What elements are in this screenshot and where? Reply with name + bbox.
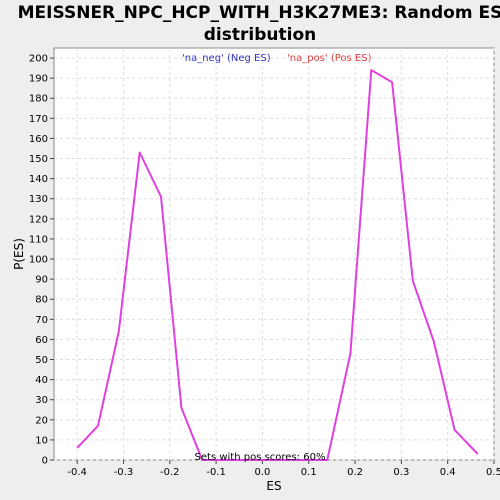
y-tick-label: 200 xyxy=(29,54,48,65)
y-tick-label: 10 xyxy=(35,435,48,446)
y-tick-label: 0 xyxy=(42,456,48,467)
series-line xyxy=(76,69,479,461)
x-tick-label: -0.4 xyxy=(67,467,87,478)
pos-scores-annotation: Sets with pos scores: 60% xyxy=(195,452,326,463)
chart-title-line2: distribution xyxy=(204,25,316,45)
y-tick-label: 100 xyxy=(29,255,48,266)
grid-lines xyxy=(54,48,495,461)
y-tick-label: 50 xyxy=(35,355,48,366)
y-tick-label: 90 xyxy=(35,275,48,286)
y-tick-label: 140 xyxy=(29,174,48,185)
y-tick-label: 130 xyxy=(29,194,48,205)
legend-pos: 'na_pos' (Pos ES) xyxy=(287,53,372,64)
x-tick-label: 0.2 xyxy=(347,467,363,478)
x-tick-label: -0.1 xyxy=(206,467,226,478)
y-tick-label: 70 xyxy=(35,315,48,326)
y-tick-label: 60 xyxy=(35,335,48,346)
y-tick-label: 180 xyxy=(29,94,48,105)
y-axis-label: P(ES) xyxy=(12,238,26,270)
x-tick-label: -0.2 xyxy=(160,467,180,478)
x-tick-label: -0.3 xyxy=(114,467,134,478)
y-tick-label: 120 xyxy=(29,214,48,225)
y-tick-label: 160 xyxy=(29,134,48,145)
x-tick-label: 0.5 xyxy=(486,467,500,478)
y-tick-label: 40 xyxy=(35,375,48,386)
y-tick-label: 30 xyxy=(35,395,48,406)
x-tick-label: 0.4 xyxy=(440,467,456,478)
legend-neg: 'na_neg' (Neg ES) xyxy=(182,53,271,64)
chart-title-line1: MEISSNER_NPC_HCP_WITH_H3K27ME3: Random E… xyxy=(18,3,500,23)
x-tick-label: 0.1 xyxy=(301,467,317,478)
y-tick-label: 20 xyxy=(35,415,48,426)
x-axis-label: ES xyxy=(266,479,281,493)
y-tick-label: 190 xyxy=(29,74,48,85)
x-tick-label: 0.0 xyxy=(254,467,270,478)
x-axis: -0.4 -0.3 -0.2 -0.1 0.0 0.1 0.2 0.3 0.4 0.5 xyxy=(67,460,500,478)
y-axis: 0 10 20 30 40 50 60 70 80 90 100 110 120 130 140 150 160… xyxy=(29,54,54,467)
series-layer xyxy=(76,69,479,461)
y-tick-label: 80 xyxy=(35,295,48,306)
y-tick-label: 150 xyxy=(29,154,48,165)
y-tick-label: 110 xyxy=(29,234,48,245)
x-tick-label: 0.3 xyxy=(393,467,409,478)
y-tick-label: 170 xyxy=(29,114,48,125)
plot-area xyxy=(53,47,495,461)
